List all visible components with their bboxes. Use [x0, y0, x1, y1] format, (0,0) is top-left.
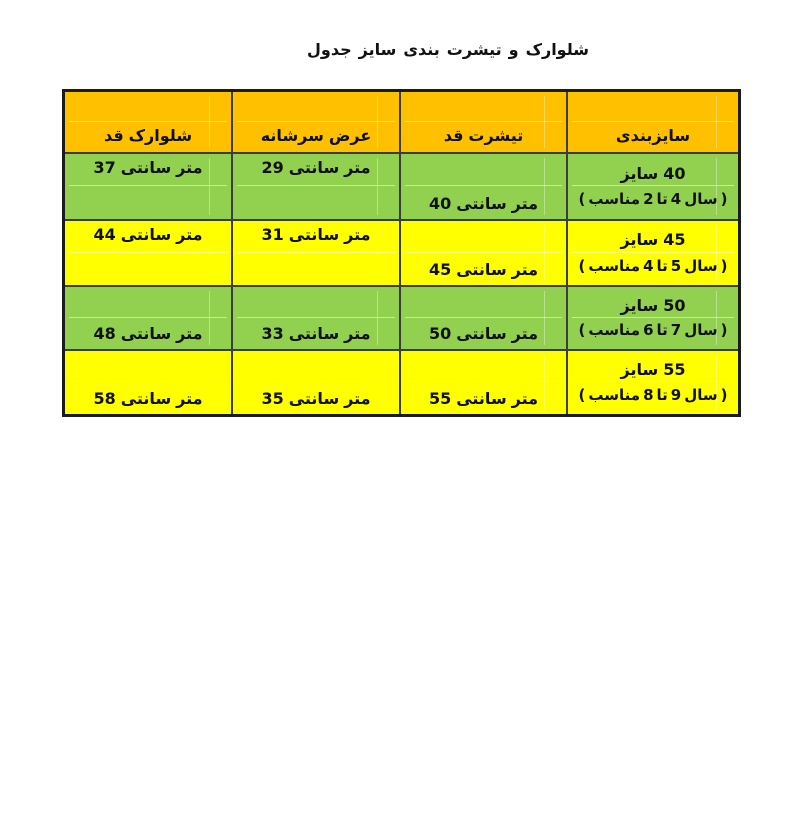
- cell-size-info: سایز 40 (مناسب 2 تا 4 سال): [568, 154, 738, 219]
- cell-shorts-length: 58 سانتی متر: [65, 351, 233, 414]
- size-age-note: (مناسب 8 تا 9 سال): [578, 386, 728, 404]
- cell-shorts-length: 48 سانتی متر: [65, 287, 233, 349]
- header-shoulder-width: عرض سرشانه: [233, 92, 401, 152]
- cell-tshirt-length: 55 سانتی متر: [401, 351, 568, 414]
- cell-tshirt-length: 40 سانتی متر: [401, 154, 568, 219]
- size-title: سایز 40: [620, 163, 686, 183]
- cell-shoulder-width: 31 سانتی متر: [233, 221, 401, 285]
- cell-shoulder-width: 29 سانتی متر: [233, 154, 401, 219]
- cell-text: 33 سانتی متر: [261, 324, 371, 343]
- cell-shoulder-width: 35 سانتی متر: [233, 351, 401, 414]
- size-age-note: (مناسب 4 تا 5 سال): [578, 256, 728, 275]
- cell-shorts-length: 44 سانتی متر: [65, 221, 233, 285]
- header-tshirt-length-label: قد تیشرت: [443, 126, 524, 145]
- header-shorts-length: قد شلوارک: [65, 92, 233, 152]
- size-age-note: (مناسب 6 تا 7 سال): [578, 321, 728, 340]
- table-row-size-55: 58 سانتی متر 35 سانتی متر 55 سانتی متر سایز 55 …: [65, 351, 738, 414]
- cell-shoulder-width: 33 سانتی متر: [233, 287, 401, 349]
- cell-tshirt-length: 45 سانتی متر: [401, 221, 568, 285]
- cell-text: 35 سانتی متر: [261, 389, 371, 408]
- cell-text: 48 سانتی متر: [93, 324, 203, 343]
- cell-text: 44 سانتی متر: [93, 225, 203, 244]
- cell-text: 58 سانتی متر: [93, 389, 203, 408]
- cell-text: 40 سانتی متر: [428, 194, 539, 213]
- size-table: قد شلوارک عرض سرشانه قد تیشرت سایزبندی 37 سا…: [62, 89, 741, 417]
- header-tshirt-length: قد تیشرت: [401, 92, 568, 152]
- header-shorts-length-label: قد شلوارک: [103, 126, 193, 145]
- table-header-row: قد شلوارک عرض سرشانه قد تیشرت سایزبندی: [65, 92, 738, 154]
- table-row-size-45: 44 سانتی متر 31 سانتی متر 45 سانتی متر سایز 45 …: [65, 221, 738, 287]
- cell-size-info: سایز 45 (مناسب 4 تا 5 سال): [568, 221, 738, 285]
- size-title: سایز 55: [620, 360, 686, 379]
- size-title: سایز 45: [620, 230, 686, 250]
- page-title: جدول سایز بندی تیشرت و شلوارک: [307, 40, 589, 59]
- cell-size-info: سایز 55 (مناسب 8 تا 9 سال): [568, 351, 738, 414]
- size-age-note: (مناسب 2 تا 4 سال): [578, 190, 728, 209]
- cell-text: 55 سانتی متر: [428, 389, 539, 408]
- cell-text: 45 سانتی متر: [428, 260, 539, 279]
- cell-size-info: سایز 50 (مناسب 6 تا 7 سال): [568, 287, 738, 349]
- table-row-size-40: 37 سانتی متر 29 سانتی متر 40 سانتی متر سایز 40 …: [65, 154, 738, 221]
- cell-text: 31 سانتی متر: [261, 225, 371, 244]
- cell-text: 29 سانتی متر: [261, 158, 371, 177]
- table-row-size-50: 48 سانتی متر 33 سانتی متر 50 سانتی متر سایز 50 …: [65, 287, 738, 351]
- header-sizing-label: سایزبندی: [615, 126, 691, 145]
- size-chart-page: جدول سایز بندی تیشرت و شلوارک قد شلوارک عرض سرش…: [0, 40, 800, 417]
- size-title: سایز 50: [620, 295, 686, 315]
- cell-text: 37 سانتی متر: [93, 158, 203, 177]
- header-sizing: سایزبندی: [568, 92, 738, 152]
- cell-tshirt-length: 50 سانتی متر: [401, 287, 568, 349]
- header-shoulder-width-label: عرض سرشانه: [260, 126, 372, 145]
- cell-text: 50 سانتی متر: [428, 324, 539, 343]
- cell-shorts-length: 37 سانتی متر: [65, 154, 233, 219]
